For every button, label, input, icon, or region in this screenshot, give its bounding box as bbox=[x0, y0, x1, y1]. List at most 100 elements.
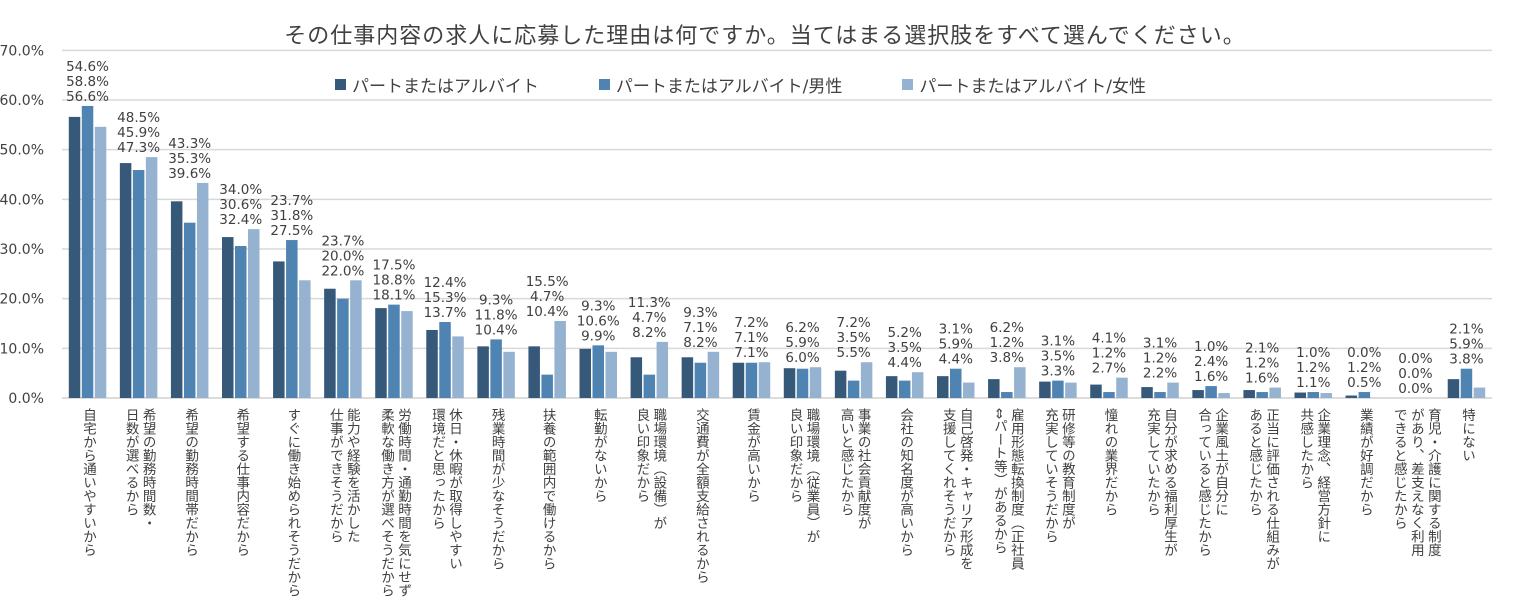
x-tick-label: 休日・休暇が取得しやすい 環境だと思ったから bbox=[429, 408, 463, 570]
data-label: 7.1% bbox=[734, 330, 768, 346]
bar bbox=[337, 298, 349, 398]
bar bbox=[796, 368, 809, 398]
bar bbox=[885, 376, 898, 398]
x-tick-label: 転勤がないから bbox=[590, 408, 607, 503]
data-label: 3.8% bbox=[1449, 352, 1483, 368]
data-label: 20.0% bbox=[321, 248, 364, 264]
data-label: 47.3% bbox=[117, 140, 160, 156]
data-label: 4.1% bbox=[1092, 331, 1126, 347]
data-label: 0.0% bbox=[1398, 351, 1432, 367]
x-tick-label: 賃金が高いから bbox=[743, 408, 760, 503]
legend-label: パートまたはアルバイト bbox=[352, 77, 539, 97]
data-label: 4.4% bbox=[888, 355, 922, 371]
bar bbox=[579, 348, 591, 398]
x-tick-label: 自宅から通いやすいから bbox=[80, 408, 97, 557]
data-label: 45.9% bbox=[117, 125, 160, 141]
data-label: 9.3% bbox=[683, 305, 717, 321]
y-tick-label: 20.0% bbox=[0, 292, 44, 308]
y-tick-label: 60.0% bbox=[0, 93, 44, 109]
data-label: 3.8% bbox=[990, 350, 1024, 366]
bar bbox=[196, 182, 209, 398]
data-label: 6.2% bbox=[990, 320, 1024, 336]
bar bbox=[324, 288, 336, 398]
legend: パートまたはアルバイト パートまたはアルバイト/男性 パートまたはアルバイト/女… bbox=[335, 72, 1146, 97]
data-label: 1.0% bbox=[1296, 345, 1330, 361]
y-tick-label: 70.0% bbox=[0, 43, 44, 59]
data-label: 1.2% bbox=[1245, 356, 1279, 372]
data-label: 6.0% bbox=[785, 350, 819, 366]
bar bbox=[1345, 395, 1358, 398]
x-tick-label: 交通費が全額支給されるから bbox=[692, 408, 709, 584]
bar bbox=[656, 341, 669, 398]
data-label: 2.4% bbox=[1194, 354, 1228, 370]
data-label: 3.1% bbox=[1041, 334, 1075, 350]
bar bbox=[68, 116, 81, 399]
data-label: 0.0% bbox=[1398, 366, 1432, 382]
bar bbox=[490, 339, 502, 398]
chart-title: その仕事内容の求人に応募した理由は何ですか。当てはまる選択肢をすべて選んでくださ… bbox=[284, 24, 1246, 49]
bar bbox=[1358, 392, 1371, 398]
bar bbox=[630, 357, 643, 398]
x-tick-label: 自己啓発・キャリア形成を 支援してくれそうだから bbox=[939, 408, 973, 570]
data-label: 1.6% bbox=[1245, 371, 1279, 387]
x-tick-label: 扶養の範囲内で働けるから bbox=[539, 408, 556, 570]
x-tick-label: 職場環境（設備）が 良い印象だから bbox=[633, 408, 667, 530]
data-label: 12.4% bbox=[424, 275, 467, 291]
data-label: 31.8% bbox=[270, 208, 313, 224]
data-label: 17.5% bbox=[373, 258, 416, 274]
bar bbox=[694, 362, 707, 398]
legend-label: パートまたはアルバイト/女性 bbox=[919, 77, 1146, 97]
data-label: 15.5% bbox=[526, 274, 569, 290]
bar bbox=[1103, 392, 1115, 398]
bar bbox=[477, 346, 489, 398]
bar bbox=[554, 321, 566, 398]
bar bbox=[1307, 392, 1319, 398]
bar bbox=[605, 351, 617, 398]
x-tick-label: 希望する仕事内容だから bbox=[233, 408, 250, 557]
data-label: 2.2% bbox=[1143, 366, 1177, 382]
x-tick-label: すぐに働き始められそうだから bbox=[284, 408, 301, 597]
data-label: 48.5% bbox=[117, 110, 160, 126]
bar bbox=[911, 372, 924, 398]
bar bbox=[732, 362, 745, 398]
bar bbox=[235, 246, 247, 398]
data-label: 3.5% bbox=[888, 340, 922, 356]
bar bbox=[1001, 392, 1013, 398]
data-label: 7.2% bbox=[734, 315, 768, 331]
bar bbox=[783, 368, 796, 398]
x-tick-label: 憧れの業界だから bbox=[1101, 408, 1118, 516]
data-label: 43.3% bbox=[168, 136, 211, 152]
data-label: 10.6% bbox=[577, 313, 620, 329]
x-tick-label: 能力や経験を活かした 仕事ができそうだから bbox=[326, 408, 360, 543]
bar bbox=[1167, 382, 1179, 398]
bar bbox=[1090, 384, 1102, 398]
data-label: 3.3% bbox=[1041, 364, 1075, 380]
x-tick-label: 正当に評価される仕組みが あると感じたから bbox=[1246, 408, 1280, 570]
data-label: 1.2% bbox=[1296, 360, 1330, 376]
bar bbox=[299, 280, 311, 398]
data-label: 58.8% bbox=[66, 74, 109, 90]
bar bbox=[707, 351, 720, 398]
data-label: 2.1% bbox=[1449, 322, 1483, 338]
bar bbox=[170, 201, 183, 398]
data-label: 2.7% bbox=[1092, 361, 1126, 377]
bar bbox=[132, 170, 145, 398]
bar bbox=[745, 362, 758, 398]
data-label: 8.2% bbox=[632, 325, 666, 341]
bar bbox=[988, 379, 1000, 398]
x-tick-label: 希望の勤務時間帯だから bbox=[182, 408, 199, 557]
data-label: 1.1% bbox=[1296, 375, 1330, 391]
data-label: 39.6% bbox=[168, 166, 211, 182]
data-label: 56.6% bbox=[66, 89, 109, 105]
bar bbox=[1154, 392, 1166, 398]
data-label: 5.9% bbox=[939, 337, 973, 353]
x-tick-label: 特にない bbox=[1458, 408, 1475, 462]
bar bbox=[809, 367, 822, 398]
legend-item: パートまたはアルバイト bbox=[335, 72, 539, 97]
data-label: 0.5% bbox=[1347, 375, 1381, 391]
legend-swatch bbox=[598, 79, 610, 90]
bar bbox=[1294, 392, 1306, 398]
data-label: 18.8% bbox=[373, 273, 416, 289]
bar bbox=[452, 336, 464, 398]
data-label: 15.3% bbox=[424, 290, 467, 306]
